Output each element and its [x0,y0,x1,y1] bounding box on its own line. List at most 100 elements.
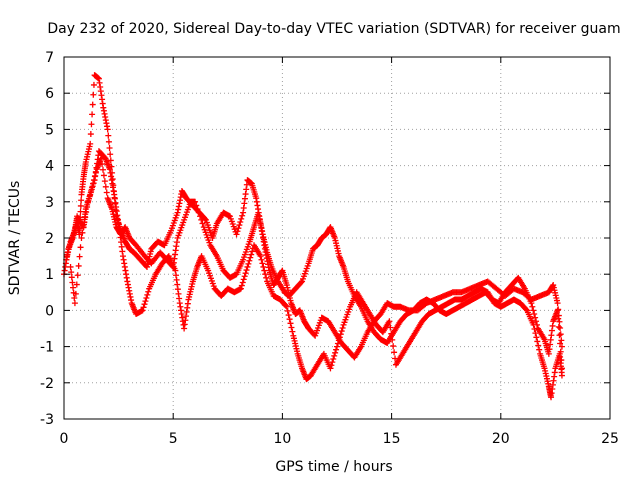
data-point-marker [338,328,345,335]
data-point-marker [536,346,543,353]
data-point-marker [334,340,341,347]
data-point-marker [336,334,343,341]
data-point-marker [244,263,251,270]
data-point-marker [76,253,83,260]
data-point-marker [247,254,254,261]
data-point-marker [289,328,296,335]
data-point-marker [90,177,97,184]
y-tick-label: -2 [40,376,54,392]
x-tick-label: 0 [60,431,69,447]
data-point-marker [288,324,295,331]
y-tick-label: 3 [45,195,54,211]
data-point-marker [90,81,97,88]
data-point-marker [331,352,338,359]
data-point-marker [238,215,245,222]
data-point-marker [89,184,96,191]
data-point-marker [77,244,84,251]
data-point-marker [144,291,151,298]
x-axis-label: GPS time / hours [275,459,392,475]
data-point-marker [556,318,563,325]
data-point-marker [87,191,94,198]
data-point-marker [391,349,398,356]
data-point-marker [89,111,96,118]
x-tick-label: 10 [273,431,291,447]
data-point-marker [328,362,335,369]
y-tick-label: 1 [45,267,54,283]
data-point-marker [245,260,252,267]
data-point-marker [75,262,82,269]
data-point-marker [557,331,564,338]
series-trace-b [67,148,565,401]
data-point-marker [140,304,147,311]
data-point-marker [554,307,561,314]
data-point-marker [194,206,201,213]
data-point-marker [555,315,562,322]
data-point-marker [71,300,78,307]
y-tick-label: 4 [45,159,54,175]
data-point-marker [556,332,563,339]
data-point-marker [534,338,541,345]
data-point-marker [142,298,149,305]
data-point-marker [71,294,78,301]
data-point-marker [90,180,97,187]
data-point-marker [76,231,83,238]
data-point-marker [287,320,294,327]
data-points [61,72,565,401]
data-point-marker [557,340,564,347]
data-point-marker [530,307,537,314]
data-point-marker [535,342,542,349]
data-point-marker [529,303,536,310]
data-point-marker [195,209,202,216]
data-point-marker [329,359,336,366]
data-point-marker [105,132,112,139]
data-point-marker [558,365,565,372]
data-point-marker [557,348,564,355]
y-tick-label: 7 [45,50,54,66]
chart-title: Day 232 of 2020, Sidereal Day-to-day VTE… [47,21,620,37]
data-point-marker [90,91,97,98]
data-point-marker [192,198,199,205]
data-point-marker [558,337,565,344]
data-point-marker [283,303,290,310]
data-point-marker [533,318,540,325]
y-tick-label: 2 [45,231,54,247]
data-point-marker [98,155,105,162]
data-point-marker [198,216,205,223]
data-point-marker [88,187,95,194]
data-point-marker [258,256,265,263]
data-point-marker [238,282,245,289]
data-point-marker [261,267,268,274]
data-point-marker [236,222,243,229]
data-point-marker [106,145,113,152]
data-point-marker [282,302,289,309]
data-point-marker [87,131,94,138]
data-point-marker [330,356,337,363]
data-point-marker [558,357,565,364]
data-point-marker [78,235,85,241]
data-point-marker [249,248,256,255]
data-point-marker [199,220,206,227]
data-point-marker [202,215,209,222]
y-tick-label: -1 [40,340,54,356]
data-point-marker [105,138,112,145]
data-point-marker [532,314,539,321]
y-tick-label: 6 [45,86,54,102]
data-point-marker [239,212,246,219]
data-point-marker [260,263,267,270]
data-point-marker [528,300,535,307]
data-point-marker [533,321,540,328]
data-point-marker [67,263,74,270]
x-tick-label: 5 [169,431,178,447]
data-point-marker [286,316,293,323]
data-point-marker [70,284,77,291]
y-tick-label: 0 [45,303,54,319]
data-point-marker [248,251,255,258]
data-point-marker [101,178,108,185]
data-point-marker [257,253,264,260]
y-tick-label: 5 [45,122,54,138]
data-point-marker [233,231,240,238]
data-point-marker [193,202,200,209]
data-point-marker [523,306,530,313]
data-point-marker [235,225,242,232]
